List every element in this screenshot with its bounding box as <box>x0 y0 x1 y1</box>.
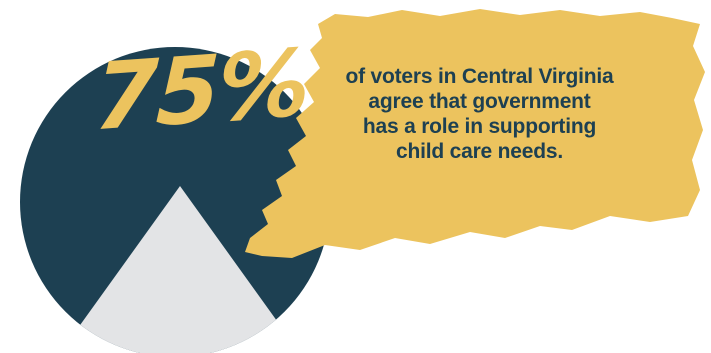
mountain-triangle-shape <box>60 186 300 353</box>
statement-line: has a role in supporting <box>362 115 597 138</box>
yellow-brush-stroke-shape <box>245 9 705 258</box>
statement-line: of voters in Central Virginia <box>345 65 614 88</box>
statement-line: child care needs. <box>395 140 563 163</box>
statement-text: of voters in Central Virginia agree that… <box>312 64 647 164</box>
statement-line: agree that government <box>368 90 591 113</box>
statistic-percentage: 75% <box>92 29 310 152</box>
